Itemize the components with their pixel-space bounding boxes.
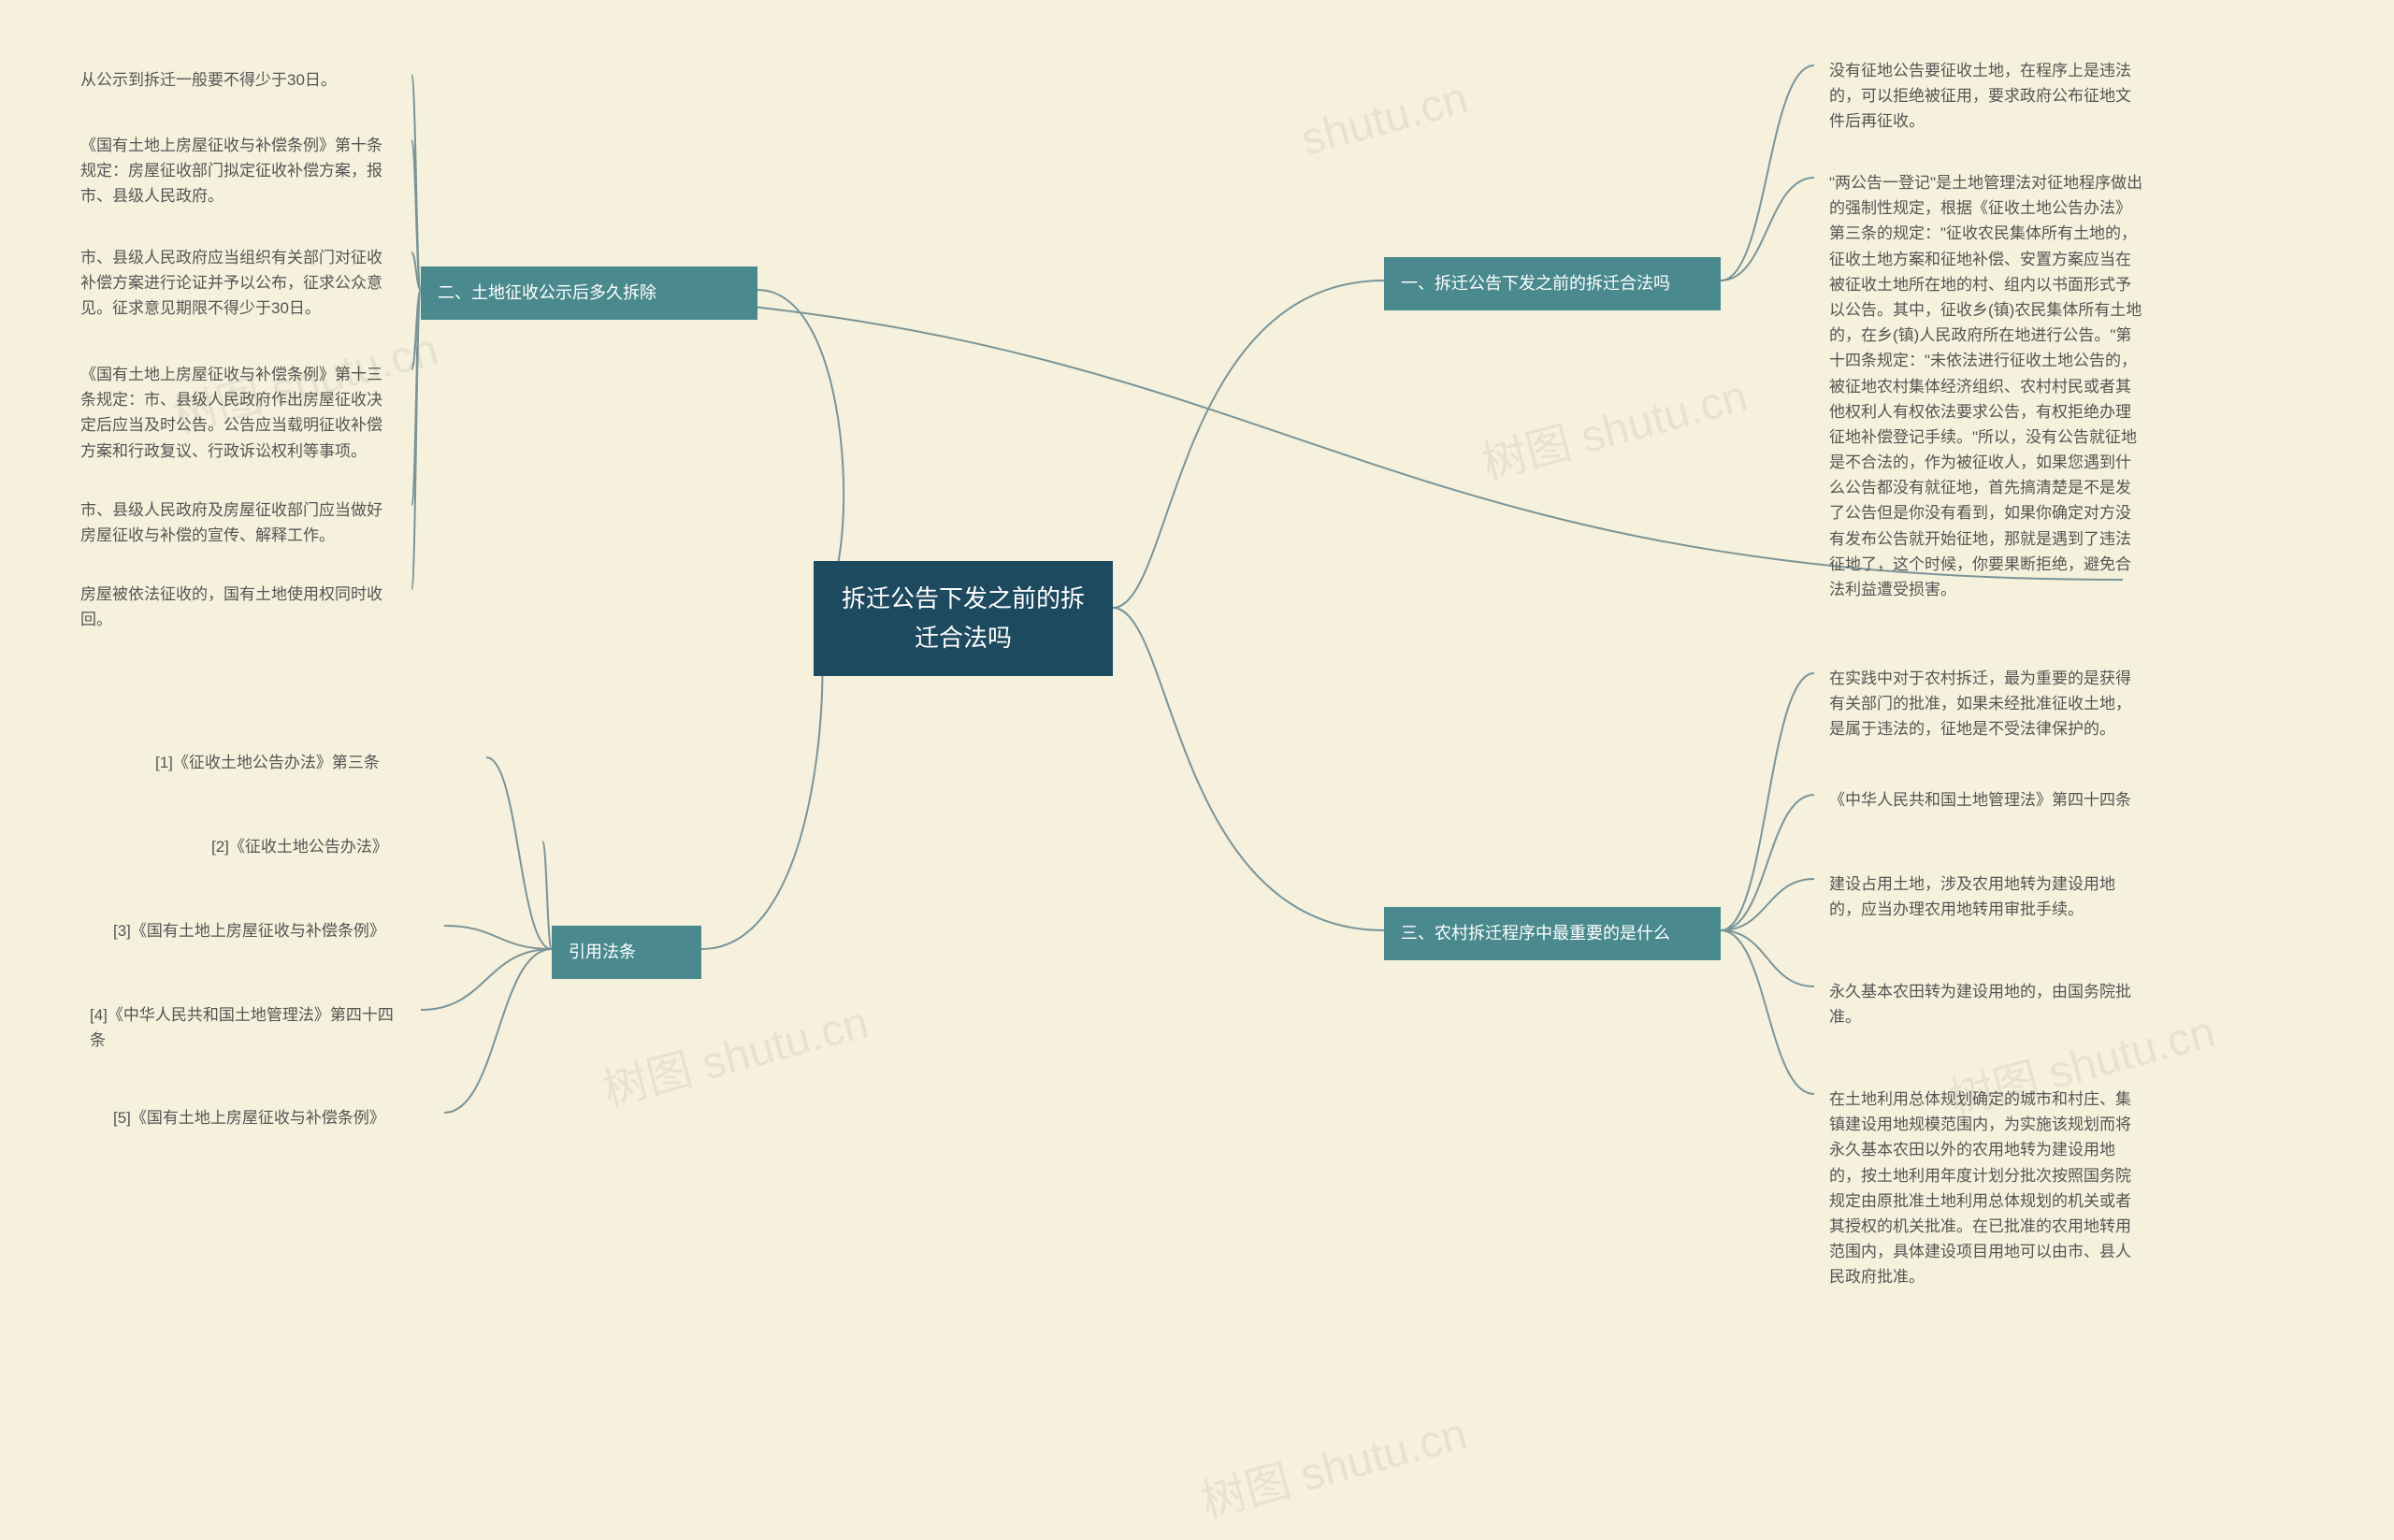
watermark: 树图 shutu.cn <box>595 986 874 1119</box>
leaf-node: [5]《国有土地上房屋征收与补偿条例》 <box>98 1094 444 1142</box>
leaf-node: 房屋被依法征收的，国有土地使用权同时收回。 <box>65 570 411 643</box>
leaf-node: 市、县级人民政府及房屋征收部门应当做好房屋征收与补偿的宣传、解释工作。 <box>65 486 411 559</box>
leaf-node: [4]《中华人民共和国土地管理法》第四十四条 <box>75 991 421 1064</box>
leaf-node: 《国有土地上房屋征收与补偿条例》第十条规定：房屋征收部门拟定征收补偿方案，报市、… <box>65 122 411 221</box>
leaf-node: 从公示到拆迁一般要不得少于30日。 <box>65 56 411 104</box>
watermark: 树图 shutu.cn <box>1474 359 1753 493</box>
leaf-node: 永久基本农田转为建设用地的，由国务院批准。 <box>1814 968 2160 1041</box>
branch-b1: 一、拆迁公告下发之前的拆迁合法吗 <box>1384 257 1721 310</box>
leaf-node: "两公告一登记"是土地管理法对征地程序做出的强制性规定，根据《征收土地公告办法》… <box>1814 159 2160 613</box>
leaf-node: [2]《征收土地公告办法》 <box>196 823 542 871</box>
leaf-node: 市、县级人民政府应当组织有关部门对征收补偿方案进行论证并予以公布，征求公众意见。… <box>65 234 411 333</box>
leaf-node: 没有征地公告要征收土地，在程序上是违法的，可以拒绝被征用，要求政府公布征地文件后… <box>1814 47 2160 146</box>
leaf-node: 在实践中对于农村拆迁，最为重要的是获得有关部门的批准，如果未经批准征收土地，是属… <box>1814 655 2160 754</box>
leaf-node: 《中华人民共和国土地管理法》第四十四条 <box>1814 776 2160 824</box>
leaf-node: [3]《国有土地上房屋征收与补偿条例》 <box>98 907 444 955</box>
watermark: 树图 shutu.cn <box>1193 1397 1473 1531</box>
watermark: shutu.cn <box>1296 72 1474 166</box>
branch-b3: 三、农村拆迁程序中最重要的是什么 <box>1384 907 1721 960</box>
branch-b4: 引用法条 <box>552 926 701 979</box>
root-node: 拆迁公告下发之前的拆迁合法吗 <box>814 561 1113 676</box>
leaf-node: 在土地利用总体规划确定的城市和村庄、集镇建设用地规模范围内，为实施该规划而将永久… <box>1814 1075 2160 1302</box>
leaf-node: [1]《征收土地公告办法》第三条 <box>140 739 486 786</box>
branch-b2: 二、土地征收公示后多久拆除 <box>421 266 757 320</box>
leaf-node: 建设占用土地，涉及农用地转为建设用地的，应当办理农用地转用审批手续。 <box>1814 860 2160 933</box>
leaf-node: 《国有土地上房屋征收与补偿条例》第十三条规定：市、县级人民政府作出房屋征收决定后… <box>65 351 411 475</box>
